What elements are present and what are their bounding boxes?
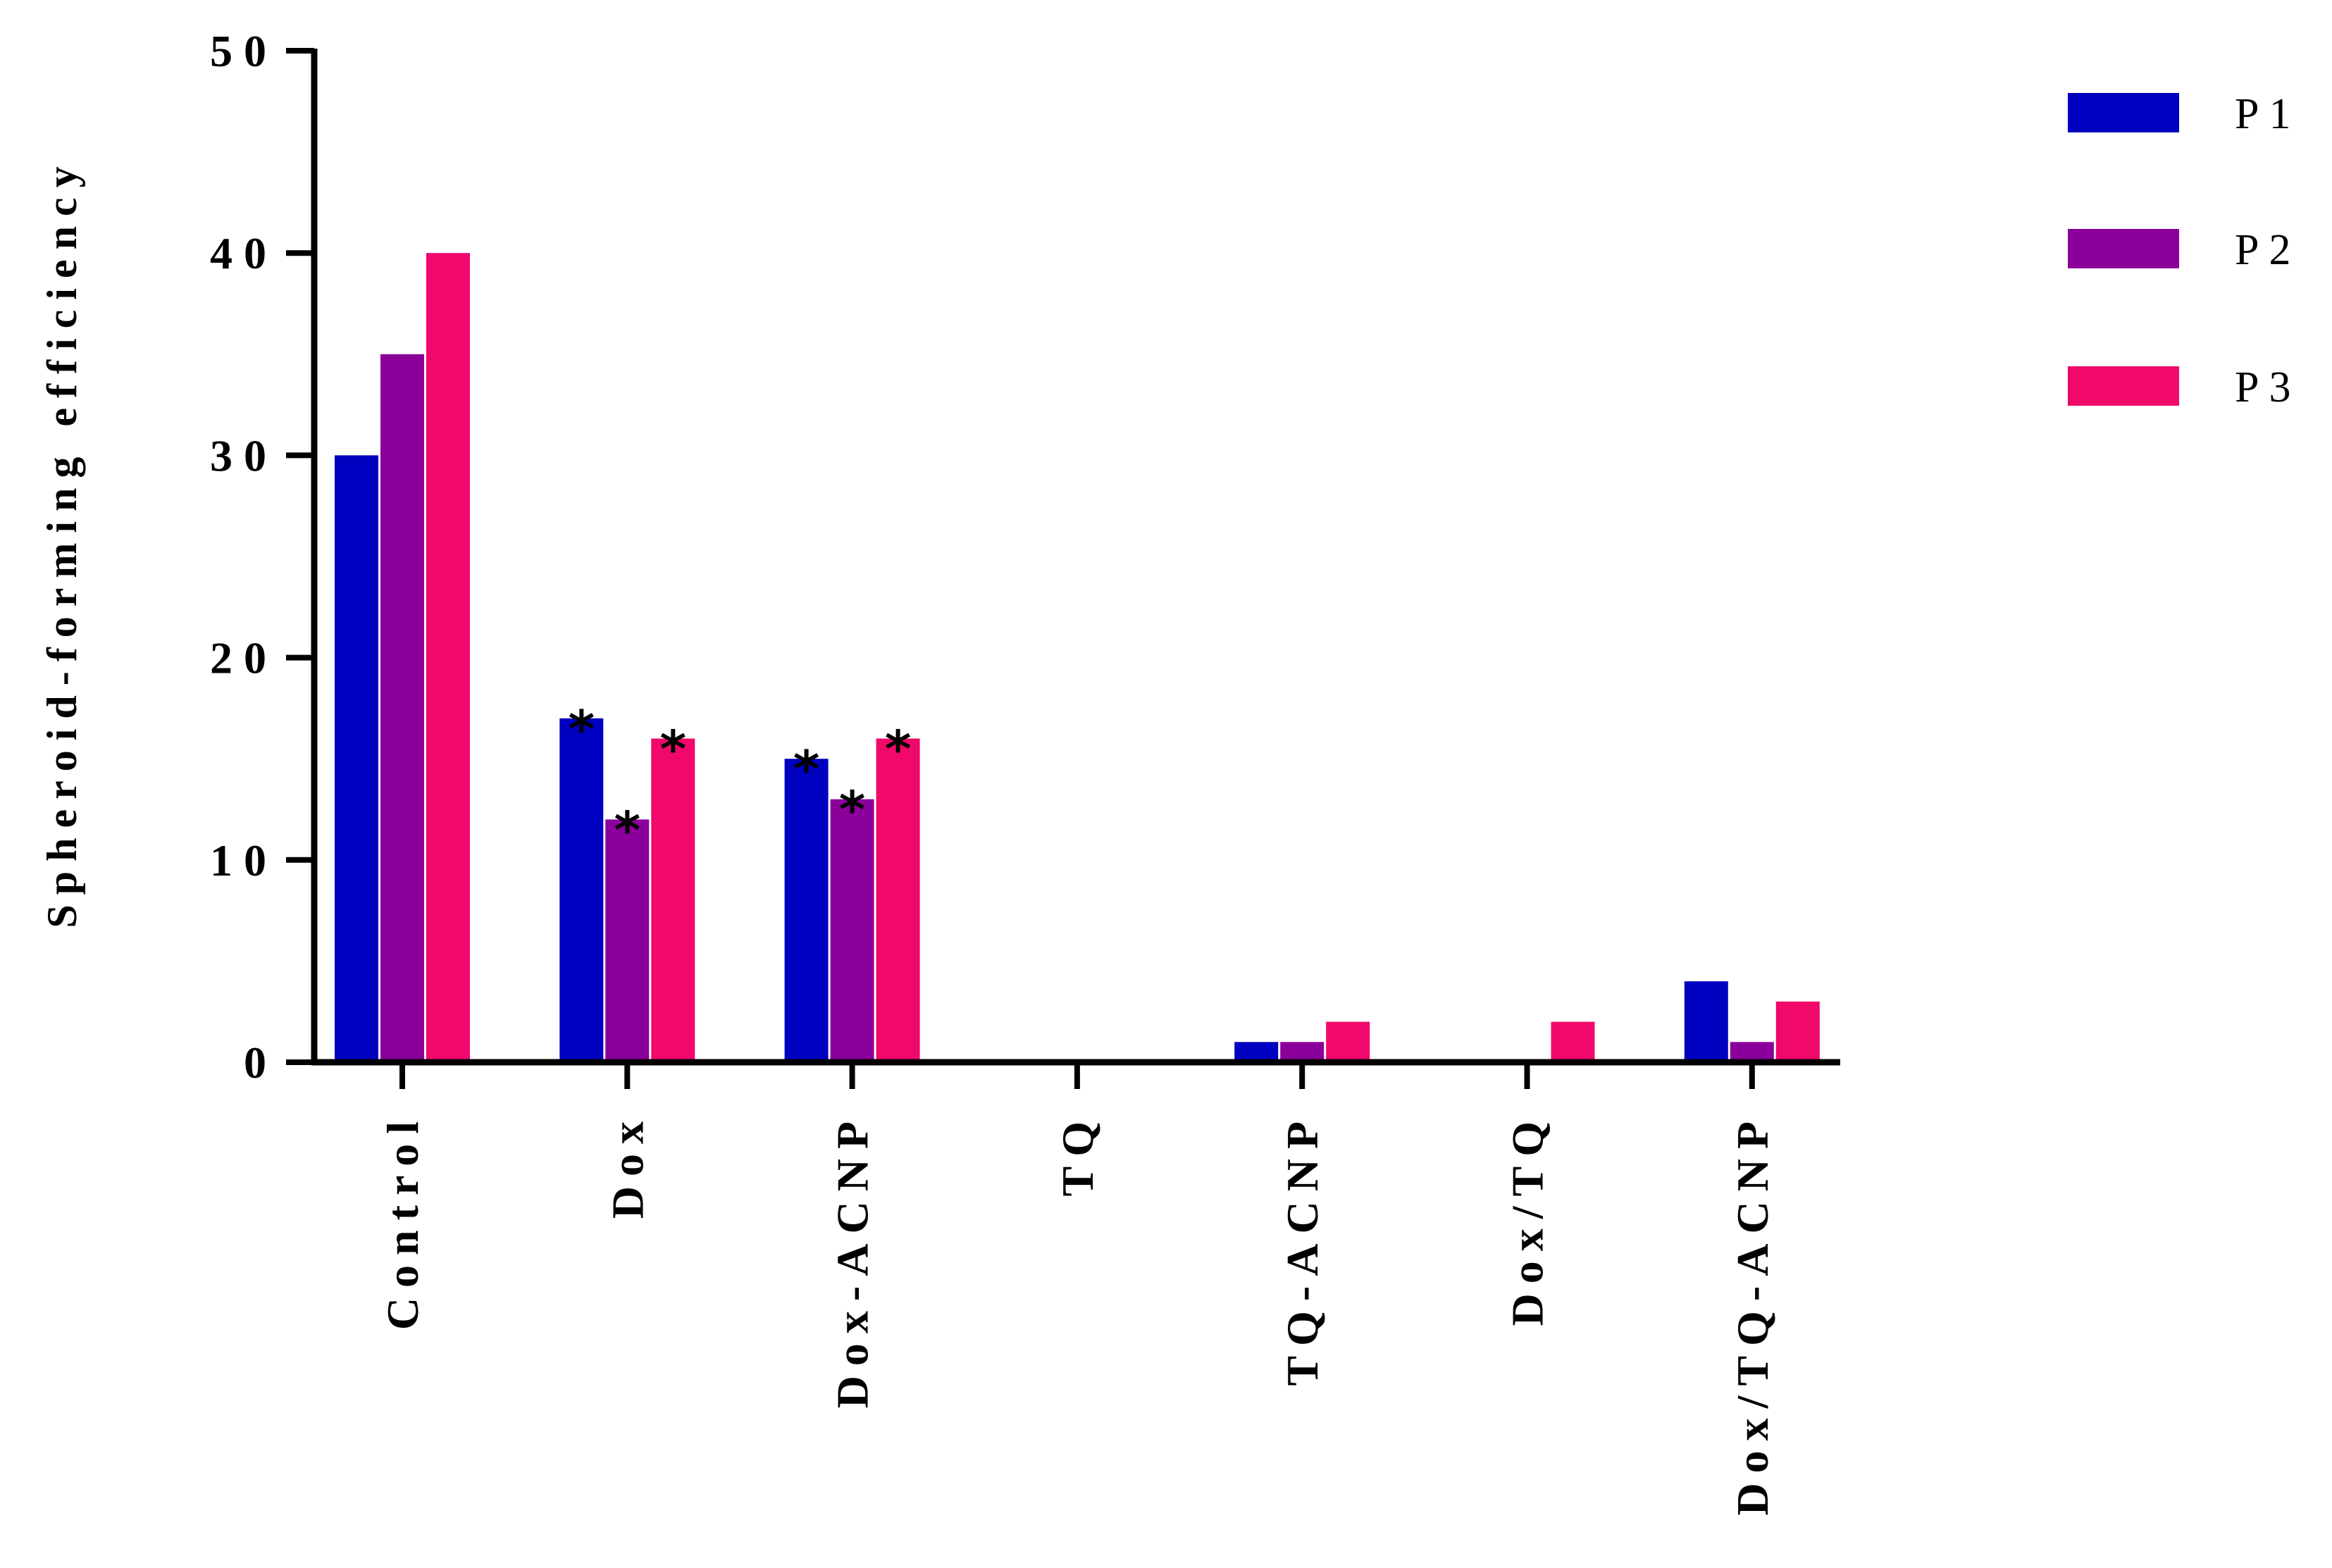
y-tick-label: 30 [210, 430, 278, 480]
legend-swatch-p3 [2068, 366, 2179, 406]
significance-star: * [839, 780, 866, 840]
bar-p2-tq-acnp [1280, 1042, 1325, 1062]
bar-p2-control [380, 354, 424, 1062]
legend: P1 P2 P3 [2068, 90, 2300, 411]
bar-p3-tq-acnp [1326, 1021, 1370, 1062]
x-tick-label-dox: Dox [602, 1112, 652, 1219]
x-tick-label-dox-tq-acnp: Dox/TQ-ACNP [1728, 1112, 1778, 1516]
significance-star: * [793, 740, 820, 799]
x-tick-label-dox-tq: Dox/TQ [1503, 1112, 1553, 1326]
legend-swatch-p1 [2068, 93, 2179, 132]
bars-layer [335, 253, 1820, 1063]
bar-p1-control [335, 455, 378, 1062]
y-tick-label: 0 [244, 1038, 278, 1088]
significance-markers: * * * * * * [568, 699, 911, 860]
bar-p3-dox-tq [1551, 1021, 1595, 1062]
significance-star: * [885, 719, 912, 778]
bar-p3-control [426, 253, 470, 1063]
y-tick-label: 40 [210, 228, 278, 278]
bar-p3-dox-acnp [876, 738, 920, 1062]
y-axis-label: Spheroid-forming efficiency [39, 156, 85, 928]
y-tick-labels: 0 10 20 30 40 50 [210, 26, 278, 1088]
x-tick-label-control: Control [378, 1112, 428, 1330]
bar-p1-dox-acnp [784, 759, 829, 1062]
significance-star: * [614, 800, 640, 859]
y-tick-label: 10 [210, 835, 278, 885]
bar-p2-dox [605, 819, 650, 1062]
legend-label-p3: P3 [2235, 363, 2300, 411]
axes [286, 48, 1840, 1089]
y-tick-label: 50 [210, 26, 278, 76]
bar-p1-dox-tq-acnp [1684, 981, 1728, 1062]
significance-star: * [568, 699, 595, 759]
x-tick-label-dox-acnp: Dox-ACNP [828, 1112, 878, 1408]
x-tick-label-tq: TQ [1053, 1112, 1103, 1196]
legend-label-p2: P2 [2235, 226, 2300, 274]
x-tick-label-tq-acnp: TQ-ACNP [1277, 1112, 1327, 1386]
legend-swatch-p2 [2068, 229, 2179, 268]
y-tick-label: 20 [210, 633, 278, 683]
bar-p2-dox-tq-acnp [1730, 1042, 1774, 1062]
bar-p1-dox [559, 718, 604, 1062]
x-tick-labels: Control Dox Dox-ACNP TQ TQ-ACNP Dox/TQ Dox/TQ-… [378, 1112, 1778, 1516]
bar-p3-dox [651, 738, 695, 1062]
legend-label-p1: P1 [2235, 90, 2300, 138]
significance-star: * [659, 719, 686, 778]
bar-p2-dox-acnp [830, 799, 874, 1062]
bar-p3-dox-tq-acnp [1775, 1001, 1820, 1062]
bar-p1-tq-acnp [1234, 1042, 1279, 1062]
